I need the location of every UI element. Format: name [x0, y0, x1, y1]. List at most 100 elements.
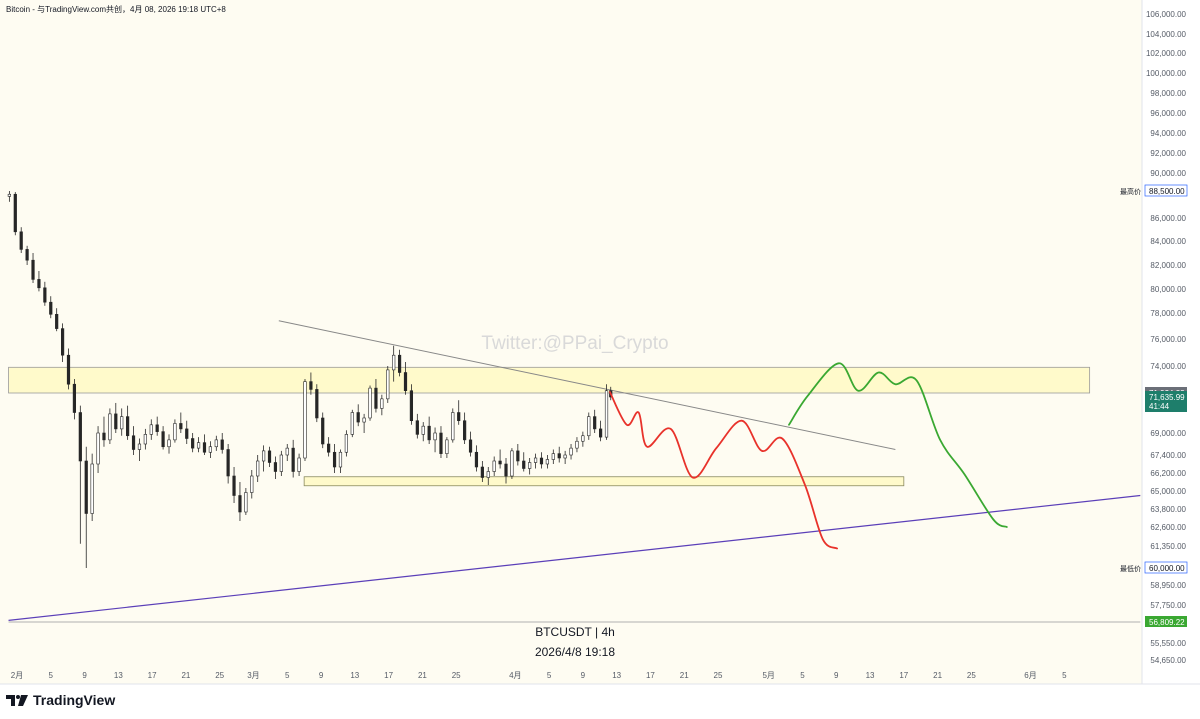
candle — [504, 458, 508, 484]
candle-body — [451, 412, 455, 441]
candle — [409, 384, 414, 425]
x-tick-label: 17 — [899, 671, 908, 680]
price-tag-box — [1144, 561, 1188, 574]
candle-body — [557, 453, 561, 459]
candle-body — [427, 425, 431, 441]
candle-body — [356, 412, 360, 423]
candle — [143, 428, 147, 450]
symbol-label: BTCUSDT | 4h — [535, 625, 615, 639]
candle — [214, 435, 218, 451]
y-tick-label: 90,000.00 — [1150, 169, 1186, 178]
candle-body — [232, 475, 236, 496]
candle — [232, 467, 236, 503]
x-tick-label: 21 — [933, 671, 942, 680]
candle — [78, 405, 82, 544]
x-tick-label: 9 — [834, 671, 839, 680]
y-tick-label: 78,000.00 — [1150, 309, 1186, 318]
candle-body — [303, 381, 307, 459]
candle — [291, 439, 295, 478]
candle-body — [137, 443, 142, 450]
candle — [220, 433, 224, 454]
candle-body — [338, 451, 343, 468]
price-tag-box — [1145, 616, 1187, 627]
candle-body — [256, 460, 260, 477]
candle — [297, 453, 301, 476]
candle-body — [522, 460, 526, 469]
candle — [332, 444, 337, 473]
candle-body — [344, 434, 348, 453]
price-tag-prefix: 最高价 — [1120, 187, 1141, 196]
candle — [303, 379, 307, 461]
candle-body — [226, 449, 230, 477]
candle — [338, 449, 343, 473]
candle-body — [551, 453, 555, 460]
candle-body — [96, 432, 100, 465]
tradingview-brand[interactable]: TradingView — [6, 692, 115, 708]
candle — [137, 438, 142, 461]
candle — [445, 437, 449, 458]
candle — [285, 444, 289, 461]
candle-body — [445, 439, 449, 454]
x-tick-label: 6月 — [1024, 671, 1036, 680]
candle — [480, 461, 484, 482]
candle-body — [380, 398, 384, 409]
candle — [66, 348, 71, 390]
candle-body — [415, 420, 419, 435]
candle — [327, 437, 331, 457]
x-tick-label: 13 — [866, 671, 875, 680]
candle — [315, 384, 319, 423]
candle-body — [374, 387, 378, 409]
price-tag-value: 71,635.99 — [1149, 393, 1185, 402]
candle — [84, 446, 88, 568]
x-tick-label: 25 — [714, 671, 723, 680]
lower-trendline — [8, 494, 1141, 621]
candle-body — [173, 423, 177, 441]
y-tick-label: 94,000.00 — [1150, 129, 1186, 138]
candle-body — [468, 439, 473, 453]
candle-body — [267, 450, 272, 463]
y-tick-label: 69,000.00 — [1150, 429, 1186, 438]
candle — [149, 419, 153, 440]
x-tick-label: 5 — [800, 671, 805, 680]
candle — [439, 426, 443, 458]
y-tick-label: 106,000.00 — [1146, 10, 1187, 19]
candle — [262, 445, 266, 472]
candle — [510, 448, 514, 479]
candle — [102, 416, 106, 447]
y-tick-label: 62,600.00 — [1150, 523, 1186, 532]
bullish-projection — [788, 362, 1008, 528]
candle — [356, 404, 360, 427]
candle — [350, 409, 354, 438]
candle — [492, 456, 496, 476]
candle-body — [474, 451, 479, 468]
x-tick-label: 5月 — [762, 671, 774, 680]
candle-body — [143, 434, 147, 445]
x-tick-label: 13 — [350, 671, 359, 680]
time-label: 2026/4/8 19:18 — [535, 645, 615, 659]
x-tick-label: 17 — [148, 671, 157, 680]
candle — [362, 413, 366, 433]
candle-body — [37, 279, 41, 289]
candle — [581, 431, 585, 447]
price-tag-value: 56,809.22 — [1149, 618, 1185, 627]
candle-body — [208, 446, 212, 453]
price-tag-value: 88,500.00 — [1149, 187, 1185, 196]
candle — [72, 379, 77, 420]
candle-body — [78, 412, 82, 462]
candle-body — [498, 460, 502, 465]
candle-body — [409, 390, 414, 422]
candle-body — [463, 420, 467, 441]
candle — [386, 366, 390, 403]
candle-body — [102, 432, 106, 441]
y-tick-label: 102,000.00 — [1146, 49, 1187, 58]
x-tick-label: 21 — [418, 671, 427, 680]
candle — [569, 444, 573, 460]
candle — [533, 453, 538, 469]
candle — [25, 245, 29, 265]
price-tag-value: 60,000.00 — [1149, 564, 1185, 573]
candle — [593, 409, 597, 433]
candle-body — [421, 425, 425, 435]
